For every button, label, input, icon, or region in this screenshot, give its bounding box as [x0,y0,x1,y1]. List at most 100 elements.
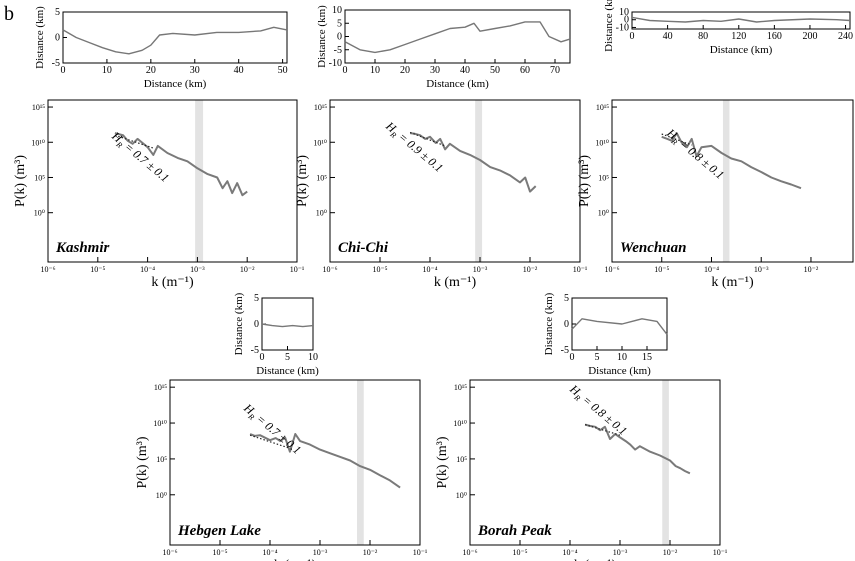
x-tick-label: 40 [460,65,470,76]
x-tick-label: 240 [838,31,853,42]
data-line [584,423,691,475]
x-tick-label: 10⁻² [804,265,819,274]
x-tick-label: 10⁻³ [473,265,488,274]
x-axis-label: k (m⁻¹) [574,558,617,561]
x-tick-label: 30 [190,65,200,76]
annotation-text: = 0.8 ± 0.1 [580,393,630,438]
x-tick-label: 0 [260,352,265,363]
y-axis-label: P(k) (m³) [295,155,310,207]
y-tick-label: 10 [332,5,342,16]
y-tick-label: 0 [337,32,342,43]
x-tick-label: 5 [595,352,600,363]
y-tick-label: 10⁰ [598,209,609,218]
annotation: HR= 0.8 ± 0.1 [565,381,630,439]
band [722,100,730,262]
x-axis-label: k (m⁻¹) [151,275,194,290]
x-tick-label: 10⁻⁵ [372,265,387,274]
data-line [344,21,571,54]
y-tick-label: 10⁰ [156,491,167,500]
band [475,100,483,262]
y-tick-label: 0 [624,15,629,26]
annotation-subscript: R [114,139,124,150]
plot-frame [469,379,721,546]
x-tick-label: 10⁻⁵ [212,548,227,557]
y-tick-label: -10 [616,22,629,33]
x-tick-label: 160 [767,31,782,42]
plot-frame [261,297,314,351]
x-tick-label: 10⁻⁴ [422,265,437,274]
x-tick-label: 10⁻³ [754,265,769,274]
y-axis-label: P(k) (m³) [135,436,150,488]
data-line [261,323,314,328]
x-tick-label: 50 [490,65,500,76]
y-tick-label: 10¹⁰ [453,419,467,428]
x-tick-label: 60 [520,65,530,76]
y-tick-label: 10¹⁰ [31,138,45,147]
y-tick-label: 5 [55,7,60,18]
y-tick-label: 10⁰ [316,209,327,218]
x-tick-label: 10 [370,65,380,76]
x-tick-label: 70 [550,65,560,76]
y-tick-label: 10¹⁵ [454,383,467,392]
y-tick-label: 10¹⁵ [154,383,167,392]
panel-label: Hebgen Lake [177,523,261,539]
x-tick-label: 10 [617,352,627,363]
y-tick-label: 10⁵ [456,455,467,464]
annotation-subscript: R [246,411,256,422]
x-tick-label: 20 [146,65,156,76]
x-tick-label: 10⁻² [240,265,255,274]
x-axis-label: Distance (km) [588,365,651,377]
data-line [631,16,851,23]
x-tick-label: 10⁻⁶ [604,265,619,274]
x-tick-label: 10⁻³ [613,548,628,557]
x-tick-label: 10⁻⁵ [512,548,527,557]
x-tick-label: 10⁻⁶ [40,265,55,274]
annotation-subscript: R [572,392,582,403]
panel-label: Chi-Chi [338,240,389,256]
x-tick-label: 10⁻¹ [573,265,588,274]
x-tick-label: 40 [234,65,244,76]
x-tick-label: 120 [731,31,746,42]
y-axis-label: P(k) (m³) [13,155,28,207]
plot-frame [62,11,288,64]
y-tick-label: 10¹⁵ [596,103,609,112]
x-tick-label: 20 [400,65,410,76]
data-line [114,132,248,197]
x-tick-label: 10⁻⁴ [140,265,155,274]
y-axis-label: P(k) (m³) [435,436,450,488]
x-tick-label: 30 [430,65,440,76]
y-tick-label: -5 [334,45,342,56]
x-axis-label: Distance (km) [256,365,319,377]
x-tick-label: 10⁻⁶ [322,265,337,274]
x-tick-label: 5 [285,352,290,363]
data-line [571,318,668,335]
band [662,380,669,545]
x-tick-label: 10⁻³ [190,265,205,274]
x-tick-label: 40 [663,31,673,42]
y-axis-label: Distance (km) [316,5,328,68]
y-tick-label: 10⁵ [598,173,609,182]
annotation-subscript: R [388,129,398,140]
annotation: HR= 0.9 ± 0.1 [381,118,446,176]
y-tick-label: 10 [619,7,629,18]
x-axis-label: Distance (km) [426,78,489,90]
y-tick-label: 0 [254,319,259,330]
y-tick-label: -5 [251,345,259,356]
x-tick-label: 200 [802,31,817,42]
y-tick-label: 10⁵ [34,173,45,182]
band [195,100,204,262]
x-axis-label: k (m⁻¹) [711,275,754,290]
panel-label: Wenchuan [620,240,686,256]
x-axis-label: k (m⁻¹) [274,558,317,561]
y-tick-label: 0 [55,33,60,44]
y-tick-label: 10¹⁰ [153,419,167,428]
fit-line [409,131,446,147]
x-tick-label: 0 [343,65,348,76]
x-tick-label: 0 [61,65,66,76]
x-tick-label: 10⁻⁶ [462,548,477,557]
x-tick-label: 50 [278,65,288,76]
x-tick-label: 10⁻² [363,548,378,557]
annotation: HR= 0.7 ± 0.1 [239,400,304,458]
x-tick-label: 10⁻⁴ [262,548,277,557]
x-tick-label: 0 [570,352,575,363]
